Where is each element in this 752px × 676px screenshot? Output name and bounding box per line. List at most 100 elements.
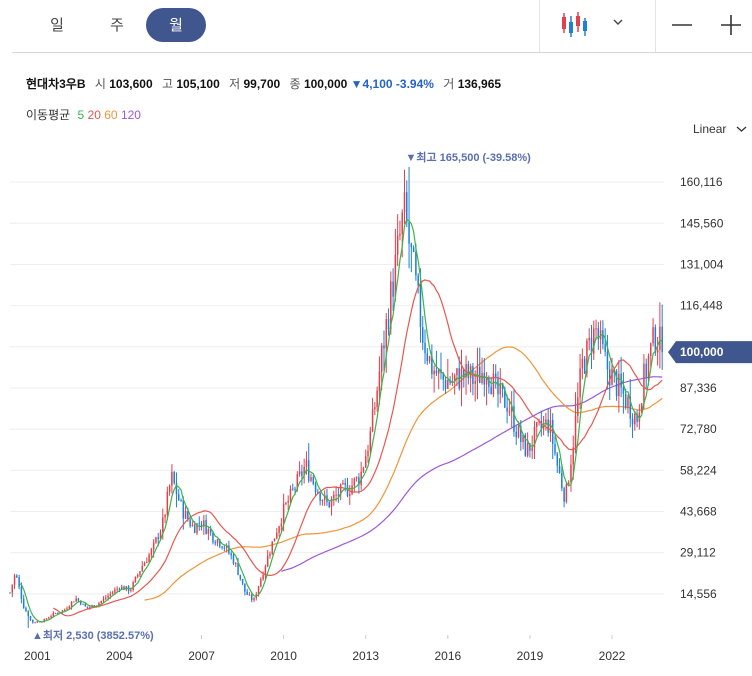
candle-body bbox=[248, 594, 251, 596]
zoom-out-button[interactable] bbox=[665, 8, 699, 42]
chevron-down-icon[interactable] bbox=[612, 17, 624, 27]
candle-body bbox=[355, 477, 358, 479]
candle-body bbox=[565, 484, 568, 502]
candle-body bbox=[526, 443, 529, 456]
candle-body bbox=[298, 471, 301, 475]
volume-label: 거 bbox=[443, 77, 455, 91]
high-value: 105,100 bbox=[176, 77, 220, 91]
candle-body bbox=[175, 483, 178, 495]
x-tick-label: 2013 bbox=[352, 649, 379, 663]
candle-body bbox=[228, 545, 230, 554]
candle-body bbox=[132, 582, 134, 590]
candle-body bbox=[237, 563, 239, 575]
candle-body bbox=[483, 372, 486, 385]
candle-body bbox=[292, 488, 294, 490]
candle-body bbox=[504, 388, 506, 408]
candle-body bbox=[494, 373, 497, 378]
candle-body bbox=[70, 601, 73, 607]
candle-body bbox=[330, 498, 333, 507]
candle-body bbox=[567, 482, 570, 485]
candle-body bbox=[524, 434, 527, 456]
ma5-line bbox=[18, 218, 663, 623]
moving-average-legend[interactable]: 이동평균 5 20 60 120 bbox=[26, 106, 141, 123]
chart-grid bbox=[10, 181, 664, 639]
candle-body bbox=[485, 377, 488, 385]
candle-body bbox=[13, 575, 16, 585]
candlestick-icon bbox=[562, 12, 587, 37]
candle-body bbox=[296, 474, 299, 489]
candle-body bbox=[367, 450, 369, 457]
ma-label: 이동평균 bbox=[26, 108, 71, 122]
candle-body bbox=[426, 353, 429, 362]
candle-body bbox=[285, 502, 287, 504]
candle-body bbox=[155, 537, 157, 543]
candle-body bbox=[542, 423, 545, 429]
candle-body bbox=[209, 529, 212, 533]
candle-body bbox=[647, 356, 650, 378]
candle-body bbox=[435, 370, 438, 374]
candle-body bbox=[501, 383, 504, 389]
candle-body bbox=[66, 608, 68, 610]
candle-body bbox=[586, 340, 588, 374]
candle-body bbox=[276, 532, 278, 539]
candle-body bbox=[111, 592, 114, 594]
candle-body bbox=[346, 485, 349, 496]
x-tick-label: 2001 bbox=[24, 649, 51, 663]
candle-body bbox=[579, 368, 581, 398]
candle-body bbox=[289, 488, 292, 502]
candle-body bbox=[344, 482, 346, 486]
candle-body bbox=[650, 343, 652, 357]
candle-body bbox=[77, 598, 80, 601]
candle-body bbox=[371, 409, 374, 432]
candle-body bbox=[335, 494, 337, 496]
candle-body bbox=[16, 575, 18, 578]
candle-body bbox=[606, 351, 609, 370]
candle-body bbox=[390, 281, 392, 330]
candle-body bbox=[570, 464, 572, 483]
tab-daily[interactable]: 일 bbox=[50, 16, 64, 34]
quote-summary: 현대차3우B 시 103,600 고 105,100 저 99,700 종 10… bbox=[26, 75, 501, 92]
candle-body bbox=[43, 619, 45, 622]
candle-body bbox=[196, 523, 198, 534]
y-tick-label: 160,116 bbox=[680, 175, 723, 189]
x-tick-label: 2004 bbox=[106, 649, 133, 663]
candle-body bbox=[378, 371, 381, 391]
candle-body bbox=[624, 393, 627, 408]
candle-body bbox=[456, 368, 458, 376]
candle-body bbox=[629, 396, 632, 419]
candle-body bbox=[590, 337, 593, 354]
candle-body bbox=[328, 502, 330, 507]
candle-body bbox=[353, 478, 356, 486]
candle-body bbox=[536, 422, 538, 428]
y-axis: 14,55629,11243,66858,22472,78087,336101,… bbox=[680, 175, 724, 601]
candle-body bbox=[608, 369, 611, 386]
candle-body bbox=[200, 524, 203, 527]
candle-body bbox=[387, 319, 390, 330]
candle-body bbox=[636, 413, 638, 422]
scale-mode-dropdown[interactable]: Linear bbox=[693, 122, 747, 136]
candle-body bbox=[166, 491, 169, 516]
candle-body bbox=[54, 612, 57, 614]
candle-body bbox=[223, 547, 226, 549]
candle-body bbox=[107, 595, 109, 598]
candle-body bbox=[273, 538, 276, 542]
candle-body bbox=[599, 330, 602, 340]
close-label: 종 bbox=[289, 77, 301, 91]
tab-monthly[interactable]: 월 bbox=[146, 8, 206, 42]
candle-body bbox=[86, 606, 89, 608]
candle-body bbox=[563, 488, 565, 502]
candle-body bbox=[180, 500, 182, 502]
candle-body bbox=[193, 524, 196, 534]
candle-body bbox=[287, 501, 289, 503]
candle-body bbox=[410, 243, 413, 248]
price-chart[interactable]: 14,55629,11243,66858,22472,78087,336101,… bbox=[0, 140, 752, 676]
tab-weekly[interactable]: 주 bbox=[110, 16, 124, 34]
chart-type-button[interactable] bbox=[556, 8, 636, 42]
zoom-in-button[interactable] bbox=[714, 8, 748, 42]
candle-body bbox=[105, 597, 107, 599]
candle-body bbox=[143, 562, 146, 567]
low-label: 저 bbox=[229, 77, 241, 91]
candle-body bbox=[118, 588, 121, 590]
candle-body bbox=[415, 251, 417, 276]
candle-body bbox=[337, 494, 340, 496]
